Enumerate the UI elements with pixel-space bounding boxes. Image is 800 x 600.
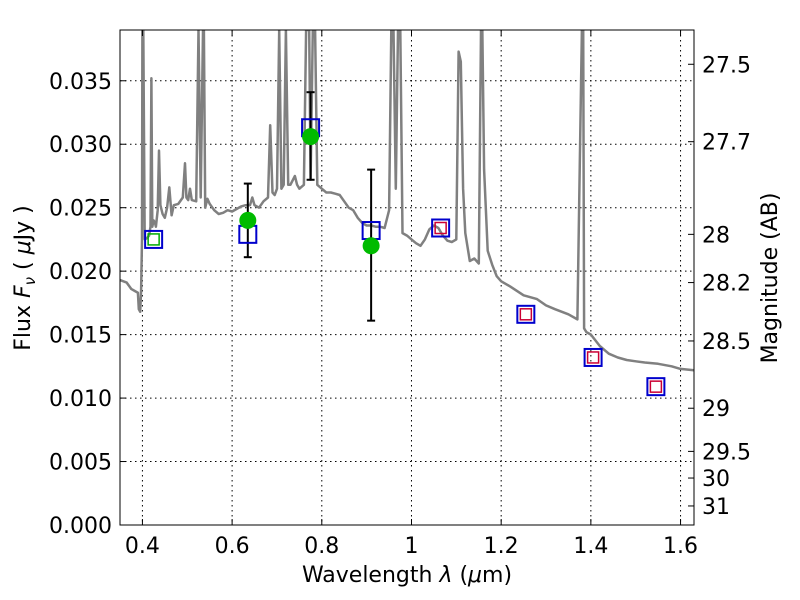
model-photometry-square	[431, 218, 451, 238]
photometry-markers	[144, 91, 666, 397]
x-tick-label: 1.2	[484, 534, 519, 559]
model-photometry-square	[646, 377, 666, 397]
observed-photometry-point	[302, 128, 320, 146]
mag-tick-label: 29.5	[702, 440, 751, 465]
x-tick-label: 0.8	[304, 534, 339, 559]
mag-tick-label: 30	[702, 467, 730, 492]
sed-curve	[120, 30, 694, 372]
y-tick-label: 0.005	[49, 451, 112, 476]
plot-frame	[119, 29, 695, 526]
mag-tick-label: 27.7	[702, 131, 751, 156]
x-tick-label: 1.4	[573, 534, 608, 559]
y-tick-label: 0.025	[49, 197, 112, 222]
observed-photometry-square	[519, 308, 533, 321]
axis-ticks: 0.4 0.6 0.8 1 1.2 1.4 1.6 0.000 0.005 0.010 0.015 0…	[49, 30, 751, 559]
mag-tick-label: 29	[702, 397, 730, 422]
observed-photometry-point	[239, 211, 257, 229]
y-tick-label: 0.015	[49, 324, 112, 349]
mag-tick-label: 28.2	[702, 272, 751, 297]
mag-tick-label: 31	[702, 495, 730, 520]
y-tick-label: 0.000	[49, 514, 112, 539]
model-photometry-square	[583, 347, 603, 367]
sed-curve-layer	[120, 30, 694, 372]
x-tick-label: 0.6	[215, 534, 250, 559]
observed-photometry-square	[434, 221, 447, 235]
y-tick-label: 0.030	[49, 133, 112, 158]
y-axis-label: Flux Fν ( μJy )	[11, 205, 39, 350]
model-photometry-square	[144, 229, 164, 249]
x-tick-label: 1	[404, 534, 418, 559]
model-photometry-square	[516, 304, 536, 324]
y-tick-label: 0.035	[49, 70, 112, 95]
x-tick-label: 1.6	[663, 534, 698, 559]
x-axis-label: Wavelength λ (μm)	[302, 563, 512, 588]
grid-lines	[120, 30, 694, 526]
y-tick-label: 0.020	[49, 260, 112, 285]
mag-tick-label: 28.5	[702, 330, 751, 355]
observed-photometry-point	[362, 237, 380, 255]
observed-photometry-square	[147, 233, 160, 246]
mag-tick-label: 27.5	[702, 53, 751, 78]
y-tick-label: 0.010	[49, 387, 112, 412]
x-tick-label: 0.4	[125, 534, 160, 559]
observed-photometry-square	[586, 351, 600, 364]
y2-axis-label: Magnitude (AB)	[758, 193, 783, 364]
observed-photometry-square	[649, 380, 663, 393]
mag-tick-label: 28	[702, 223, 730, 248]
